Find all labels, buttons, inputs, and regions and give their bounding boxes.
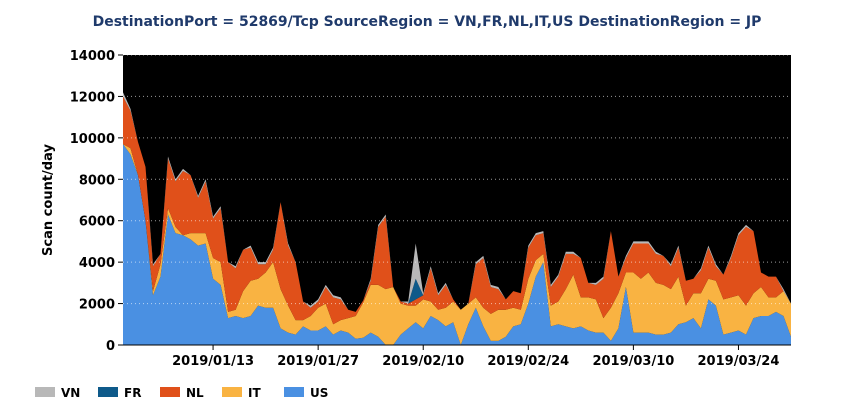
legend: VN FR NL IT US [35,386,328,400]
y-axis-label: Scan count/day [41,144,56,256]
y-tick-label: 8000 [79,173,115,188]
legend-label-fr: FR [124,386,141,400]
x-tick-label: 2019/01/13 [172,354,254,369]
y-tick-label: 10000 [70,132,115,147]
series-area-us [123,144,791,345]
y-axis: 0 2000 4000 6000 8000 10000 12000 14000 [70,49,123,354]
x-axis: 2019/01/13 2019/01/27 2019/02/10 2019/02/24… [123,344,791,369]
legend-label-us: US [310,386,328,400]
series-layer [123,92,791,345]
legend-swatch-vn [35,387,55,397]
legend-label-vn: VN [61,386,80,400]
legend-swatch-nl [160,387,180,397]
legend-swatch-it [222,387,242,397]
legend-label-it: IT [248,386,261,400]
legend-label-nl: NL [186,386,204,400]
legend-swatch-us [284,387,304,397]
y-tick-label: 2000 [79,298,115,313]
x-tick-label: 2019/01/27 [277,354,359,369]
chart-title: DestinationPort = 52869/Tcp SourceRegion… [93,14,762,30]
x-tick-label: 2019/02/24 [487,354,569,369]
x-tick-label: 2019/03/10 [592,354,674,369]
series-area-it [123,144,791,345]
y-tick-label: 6000 [79,215,115,230]
series-area-nl [123,96,791,325]
x-tick-label: 2019/03/24 [698,354,780,369]
legend-swatch-fr [98,387,118,397]
y-tick-label: 0 [106,339,115,354]
y-tick-label: 4000 [79,256,115,271]
y-tick-label: 12000 [70,90,115,105]
x-tick-label: 2019/02/10 [382,354,464,369]
y-tick-label: 14000 [70,49,115,64]
